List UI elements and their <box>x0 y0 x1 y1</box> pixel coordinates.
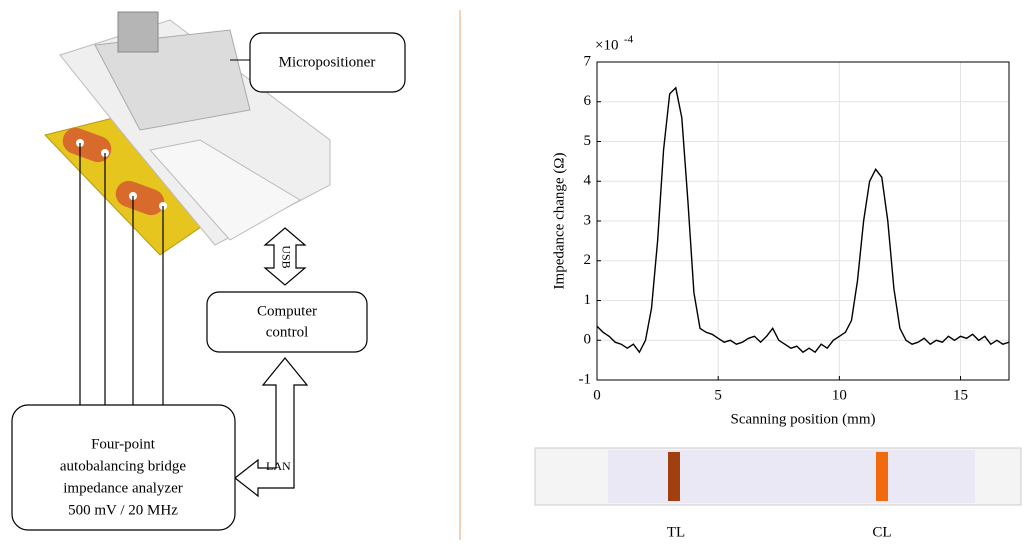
computer-box <box>206 291 368 353</box>
x-tick-label: 0 <box>593 387 601 403</box>
micropositioner-box <box>249 32 406 93</box>
strip-label: CL <box>872 524 891 540</box>
plot-frame <box>596 61 1010 381</box>
strip-window <box>608 450 975 503</box>
y-scale-exponent: -4 <box>624 34 634 46</box>
x-axis-label: Scanning position (mm) <box>731 411 876 427</box>
computer-label: Computer <box>257 303 317 319</box>
analyzer-label: Four-point <box>91 436 156 452</box>
y-tick-label: 5 <box>584 133 592 149</box>
y-tick-label: 0 <box>584 332 592 348</box>
y-axis-label: Impedance change (Ω) <box>551 153 567 290</box>
strip-label: TL <box>667 524 685 540</box>
usb-arrow <box>263 227 307 286</box>
micropositioner-label: Micropositioner <box>279 54 376 70</box>
x-tick-label: 5 <box>714 387 722 403</box>
y-tick-label: 3 <box>584 212 592 228</box>
control-line <box>876 452 888 501</box>
y-tick-label: 6 <box>584 93 592 109</box>
analyzer-box <box>11 404 236 531</box>
computer-label: control <box>266 324 309 340</box>
usb-label: USB <box>279 245 293 268</box>
analyzer-label: 500 mV / 20 MHz <box>68 502 178 518</box>
y-scale: ×10 <box>595 37 618 53</box>
x-tick-label: 15 <box>953 387 968 403</box>
y-tick-label: 1 <box>584 292 592 308</box>
lan-label: LAN <box>266 459 291 473</box>
lan-arrow <box>234 357 309 498</box>
y-tick-label: -1 <box>579 371 592 387</box>
analyzer-label: autobalancing bridge <box>60 458 187 474</box>
y-tick-label: 4 <box>584 173 592 189</box>
y-tick-label: 7 <box>584 53 592 69</box>
device <box>44 11 331 256</box>
y-tick-label: 2 <box>584 252 592 268</box>
test-line <box>668 452 680 501</box>
analyzer-label: impedance analyzer <box>63 480 183 496</box>
data-line <box>596 86 1010 354</box>
x-tick-label: 10 <box>832 387 847 403</box>
